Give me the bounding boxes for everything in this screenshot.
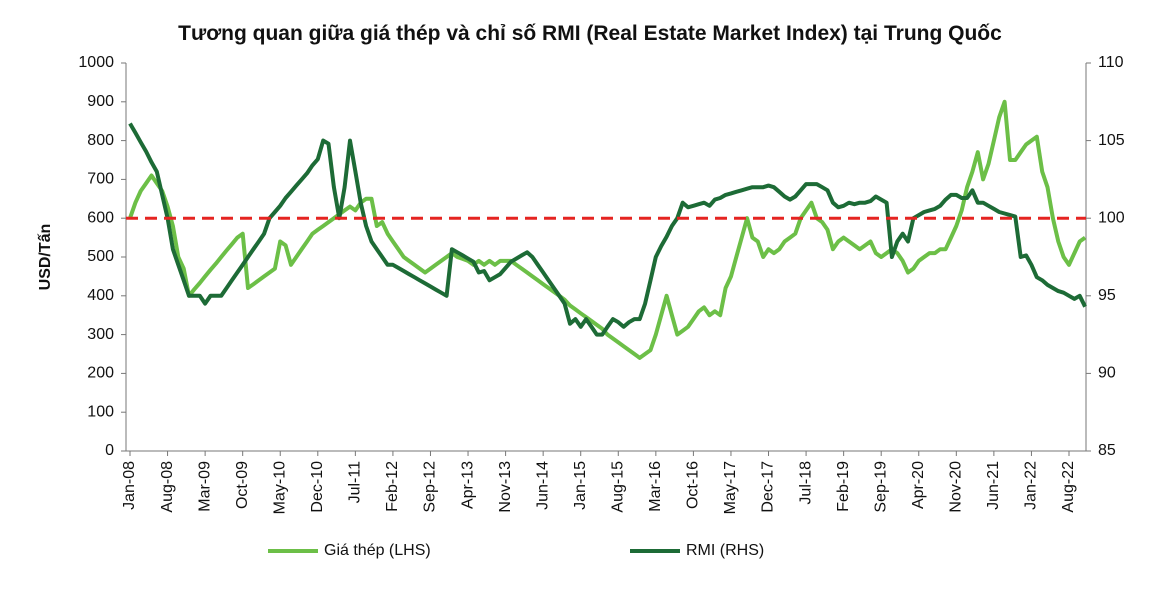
x-tick-label: Oct-09 xyxy=(234,461,251,509)
x-tick-label: Nov-13 xyxy=(497,461,514,513)
x-tick-label: Nov-20 xyxy=(948,461,965,513)
y2-tick-label: 90 xyxy=(1098,365,1116,382)
y2-tick-label: 105 xyxy=(1098,132,1125,149)
x-tick-label: Dec-17 xyxy=(760,461,777,513)
x-tick-label: Jul-11 xyxy=(347,461,364,503)
x-tick-label: Mar-16 xyxy=(647,461,664,512)
x-tick-label: Jan-08 xyxy=(121,461,138,510)
y-tick-label: 1000 xyxy=(78,54,114,71)
y-tick-label: 400 xyxy=(87,287,114,304)
x-tick-label: Aug-08 xyxy=(159,461,176,513)
y-tick-label: 800 xyxy=(87,132,114,149)
y-tick-label: 900 xyxy=(87,93,114,110)
x-tick-label: Sep-12 xyxy=(422,461,439,513)
x-tick-label: Dec-10 xyxy=(309,461,326,513)
x-tick-label: Apr-13 xyxy=(459,461,476,509)
x-tick-label: Jul-18 xyxy=(797,461,814,505)
x-tick-label: May-10 xyxy=(271,461,288,514)
x-tick-label: Aug-22 xyxy=(1060,461,1077,513)
x-tick-label: Feb-19 xyxy=(835,461,852,512)
y2-tick-label: 100 xyxy=(1098,209,1125,226)
x-tick-label: Oct-16 xyxy=(685,461,702,509)
y-tick-label: 100 xyxy=(87,403,114,420)
x-tick-label: Jan-15 xyxy=(572,461,589,510)
legend-label: Giá thép (LHS) xyxy=(324,542,431,559)
y-tick-label: 500 xyxy=(87,248,114,265)
y2-tick-label: 110 xyxy=(1098,54,1124,71)
x-tick-label: Jan-22 xyxy=(1023,461,1040,510)
y-tick-label: 200 xyxy=(87,365,114,382)
y2-tick-label: 95 xyxy=(1098,287,1116,304)
y-tick-label: 700 xyxy=(87,171,114,188)
y-tick-label: 0 xyxy=(105,442,114,459)
y2-tick-label: 85 xyxy=(1098,442,1116,459)
x-tick-label: Sep-19 xyxy=(872,461,889,513)
y-axis-label: USD/Tấn xyxy=(37,224,54,291)
x-tick-label: Mar-09 xyxy=(196,461,213,512)
chart-title: Tương quan giữa giá thép và chỉ số RMI (… xyxy=(178,22,1002,45)
x-tick-label: Feb-12 xyxy=(384,461,401,512)
y-tick-label: 300 xyxy=(87,326,114,343)
x-tick-label: Jun-14 xyxy=(534,461,551,510)
y-tick-label: 600 xyxy=(87,209,114,226)
legend-label: RMI (RHS) xyxy=(686,542,764,559)
series-line xyxy=(128,122,1087,337)
x-tick-label: Jun-21 xyxy=(985,461,1002,510)
series-line xyxy=(128,99,1087,360)
x-tick-label: Apr-20 xyxy=(910,461,927,509)
x-tick-label: May-17 xyxy=(722,461,739,514)
x-tick-label: Aug-15 xyxy=(609,461,626,513)
